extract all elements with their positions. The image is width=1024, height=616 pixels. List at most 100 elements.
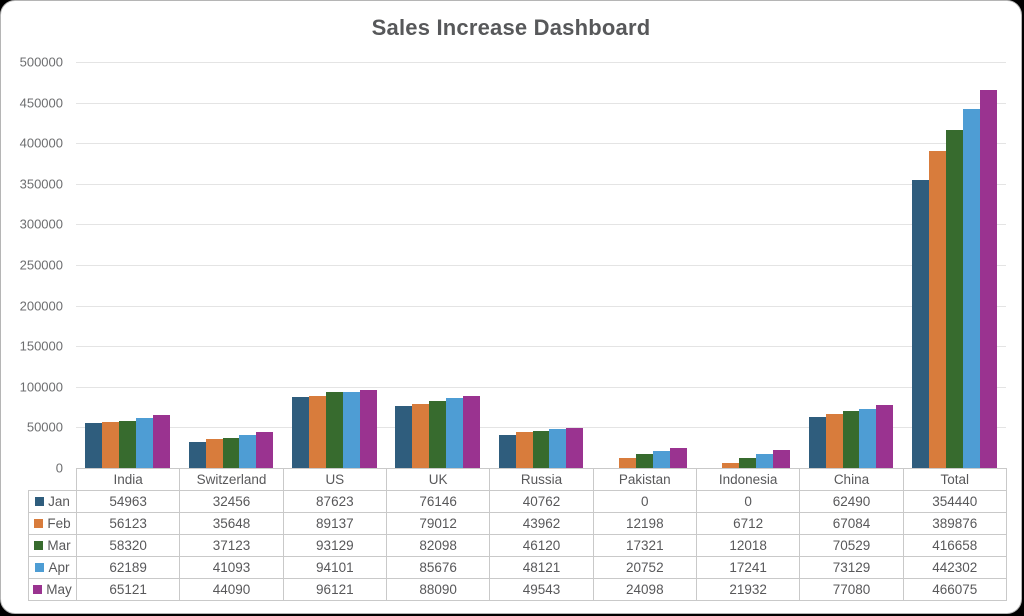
value-cell-feb-uk: 79012	[385, 512, 491, 535]
value-cell-may-india: 65121	[75, 578, 181, 601]
bar-jan-switzerland	[188, 441, 206, 468]
bar-apr-total	[962, 108, 980, 468]
bar-jan-india	[85, 423, 103, 468]
legend-key-may: May	[28, 578, 77, 601]
bar-apr-pakistan	[652, 451, 670, 468]
category-header-india: India	[75, 468, 181, 491]
value-cell-jan-total: 354440	[902, 490, 1007, 513]
table-row-jan: Jan 54963 32456 87623 76146 40762 0 0 62490 35444…	[28, 490, 1007, 513]
value-cell-jan-uk: 76146	[385, 490, 491, 513]
table-row-apr: Apr 62189 41093 94101 85676 48121 20752 17241 73…	[28, 556, 1007, 579]
bar-apr-uk	[446, 398, 464, 468]
value-cell-jan-russia: 40762	[489, 490, 594, 513]
bar-group-indonesia	[696, 62, 799, 468]
category-header-switzerland: Switzerland	[179, 468, 284, 491]
table-corner-blank-cell	[29, 469, 77, 491]
value-cell-mar-russia: 46120	[489, 534, 594, 557]
bar-may-pakistan	[669, 448, 687, 468]
bar-group-russia	[489, 62, 592, 468]
bar-mar-us	[325, 392, 343, 468]
value-cell-mar-switzerland: 37123	[179, 534, 284, 557]
bar-group-bars	[291, 62, 377, 468]
bar-group-bars	[498, 62, 584, 468]
bar-mar-china	[842, 410, 860, 468]
value-cell-feb-switzerland: 35648	[179, 512, 284, 535]
category-header-china: China	[799, 468, 904, 491]
bar-group-bars	[602, 62, 687, 468]
value-cell-may-total: 466075	[902, 578, 1007, 601]
legend-key-jan: Jan	[28, 490, 77, 513]
bar-apr-russia	[549, 428, 567, 468]
value-cell-jan-china: 62490	[799, 490, 904, 513]
value-cell-may-china: 77080	[799, 578, 904, 601]
bar-group-pakistan	[593, 62, 696, 468]
value-cell-apr-switzerland: 41093	[179, 556, 284, 579]
value-cell-feb-russia: 43962	[489, 512, 594, 535]
category-header-us: US	[282, 468, 387, 491]
bar-feb-us	[308, 395, 326, 468]
value-cell-mar-india: 58320	[75, 534, 181, 557]
bar-jan-total	[911, 180, 929, 468]
bar-mar-indonesia	[739, 458, 757, 468]
legend-swatch-icon	[35, 562, 45, 572]
legend-key-feb: Feb	[28, 512, 77, 535]
legend-swatch-icon	[35, 496, 45, 506]
bar-group-china	[799, 62, 902, 468]
bar-jan-uk	[395, 406, 413, 468]
bar-feb-pakistan	[618, 458, 636, 468]
gridline	[76, 346, 1006, 348]
value-cell-may-us: 96121	[282, 578, 387, 601]
value-cell-feb-china: 67084	[799, 512, 904, 535]
bar-mar-russia	[532, 430, 550, 468]
value-cell-mar-total: 416658	[902, 534, 1007, 557]
legend-swatch-icon	[34, 518, 44, 528]
bar-group-us	[283, 62, 386, 468]
gridline	[76, 427, 1006, 429]
table-row-mar: Mar 58320 37123 93129 82098 46120 17321 12018 70…	[28, 534, 1007, 557]
bar-jan-china	[808, 417, 826, 468]
value-cell-mar-china: 70529	[799, 534, 904, 557]
gridline	[76, 183, 1006, 185]
y-axis-tick-label: 250000	[19, 257, 63, 273]
table-header-row: India Switzerland US UK Russia Pakistan Indone…	[29, 468, 1007, 491]
bar-mar-uk	[429, 401, 447, 468]
value-cell-apr-pakistan: 20752	[592, 556, 697, 579]
bar-group-bars	[188, 62, 274, 468]
value-cell-apr-india: 62189	[75, 556, 181, 579]
value-cell-mar-pakistan: 17321	[592, 534, 697, 557]
category-header-pakistan: Pakistan	[592, 468, 697, 491]
bar-apr-india	[136, 417, 154, 468]
y-axis: 0 50000 100000 150000 200000 250000 300000 3500…	[1, 55, 63, 476]
bar-mar-india	[119, 420, 137, 468]
bar-jan-russia	[498, 434, 516, 468]
chart-title: Sales Increase Dashboard	[371, 15, 651, 40]
value-cell-apr-china: 73129	[799, 556, 904, 579]
y-axis-tick-label: 50000	[26, 419, 63, 435]
bar-may-us	[359, 389, 377, 468]
value-cell-feb-indonesia: 6712	[695, 512, 801, 535]
gridline	[76, 224, 1006, 226]
bar-feb-indonesia	[722, 462, 740, 468]
data-table: India Switzerland US UK Russia Pakistan Indone…	[28, 468, 1007, 601]
bar-may-uk	[463, 396, 480, 468]
gridline	[76, 143, 1006, 145]
value-cell-jan-pakistan: 0	[592, 490, 697, 513]
bar-may-russia	[566, 427, 584, 468]
value-cell-may-uk: 88090	[385, 578, 491, 601]
value-cell-jan-us: 87623	[282, 490, 387, 513]
value-cell-may-indonesia: 21932	[695, 578, 801, 601]
gridline	[76, 62, 1006, 63]
bar-group-uk	[386, 62, 489, 468]
value-cell-may-russia: 49543	[489, 578, 594, 601]
y-axis-tick-label: 200000	[19, 298, 63, 314]
y-axis-tick-label: 0	[55, 460, 63, 476]
legend-key-mar: Mar	[28, 534, 77, 557]
bar-jan-us	[291, 396, 309, 468]
table-row-feb: Feb 56123 35648 89137 79012 43962 12198 6712 670…	[28, 512, 1007, 535]
category-header-total: Total	[902, 468, 1007, 491]
value-cell-apr-us: 94101	[282, 556, 387, 579]
y-axis-tick-label: 300000	[19, 216, 63, 232]
value-cell-jan-switzerland: 32456	[179, 490, 284, 513]
value-cell-feb-total: 389876	[902, 512, 1007, 535]
